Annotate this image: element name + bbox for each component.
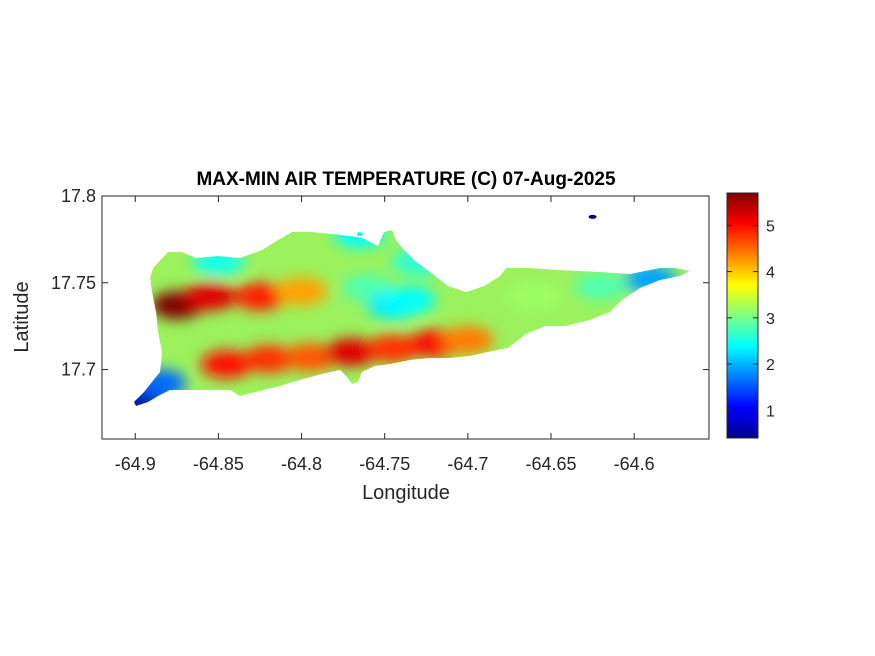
heatmap-hotspot-7 [325,338,378,367]
x-tick-label: -64.7 [447,454,488,474]
heatmap-hotspot-1 [184,282,237,311]
x-tick-label: -64.6 [614,454,655,474]
islet-0 [588,214,597,219]
heatmap-hotspot-10 [441,326,494,355]
heatmap-hotspot-6 [283,343,336,372]
x-tick-label: -64.9 [115,454,156,474]
x-tick-label: -64.75 [359,454,410,474]
heatmap-hotspot-2 [233,282,286,311]
heatmap-layer [134,230,690,406]
x-tick-label: -64.85 [193,454,244,474]
islet-1 [356,232,363,237]
colorbar [726,192,759,439]
heatmap-hotspot-3 [275,277,328,306]
x-tick-label: -64.8 [281,454,322,474]
y-tick-label: 17.75 [51,273,96,293]
colorbar-tick-label: 2 [766,357,775,374]
y-axis-label: Latitude [11,281,33,352]
heatmap-hotspot-8 [367,334,420,363]
heatmap-hotspot-5 [242,345,295,374]
heatmap-hotspot-4 [200,350,253,379]
y-tick-label: 17.7 [61,360,96,380]
heatmap-hotspot-17 [574,272,627,301]
colorbar-tick-label: 1 [766,403,775,420]
heatmap-hotspot-16 [508,282,561,311]
colorbar-tick-label: 5 [766,218,775,235]
chart-title: MAX-MIN AIR TEMPERATURE (C) 07-Aug-2025 [196,169,616,190]
colorbar-tick-label: 3 [766,311,775,328]
colorbar-tick-label: 4 [766,265,775,282]
heatmap-hotspot-13 [383,286,436,315]
x-tick-label: -64.65 [525,454,576,474]
x-axis-label: Longitude [362,482,450,504]
y-tick-label: 17.8 [61,186,96,206]
